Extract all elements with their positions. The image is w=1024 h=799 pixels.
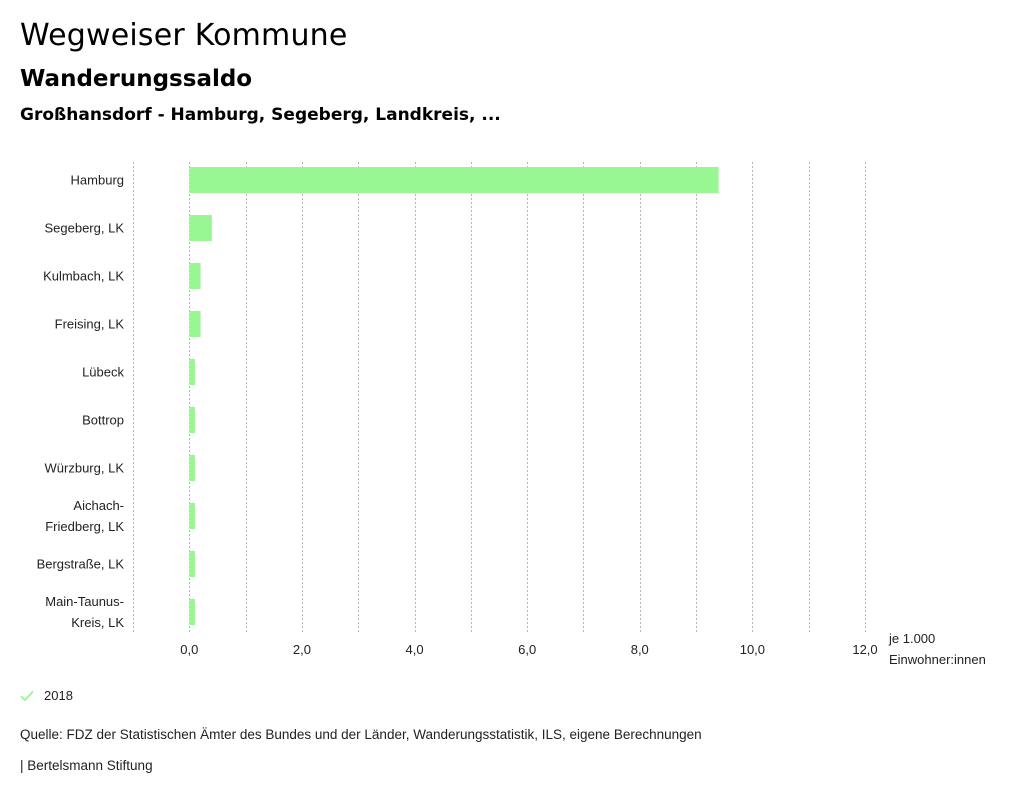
unit-label-layer: je 1.000 Einwohner:innen [888, 631, 986, 667]
check-icon [20, 690, 34, 701]
grid-layer [133, 162, 866, 634]
category-label: Main-Taunus-Kreis, LK [45, 594, 124, 630]
x-tick-label: 12,0 [852, 642, 877, 657]
bar-layer [189, 167, 719, 625]
category-label-layer: Hamburg Segeberg, LK Kulmbach, LK Freising,… [37, 173, 125, 631]
x-tick-label: 8,0 [631, 642, 649, 657]
bar[interactable] [189, 311, 201, 337]
category-label: Bergstraße, LK [37, 557, 125, 572]
credit-note: | Bertelsmann Stiftung [20, 758, 153, 773]
bar[interactable] [189, 551, 195, 577]
category-label: Freising, LK [55, 317, 125, 332]
bar[interactable] [189, 263, 201, 289]
category-label: Bottrop [82, 413, 124, 428]
bar-chart: Hamburg Segeberg, LK Kulmbach, LK Freising,… [37, 162, 986, 667]
category-label: Segeberg, LK [44, 221, 124, 236]
chart-subtitle: Wanderungssaldo [20, 66, 253, 92]
x-tick-label: 4,0 [405, 642, 423, 657]
bar[interactable] [189, 599, 195, 625]
bar[interactable] [189, 359, 195, 385]
category-label: Aichach-Friedberg, LK [45, 498, 124, 534]
legend-item-2018[interactable]: 2018 [20, 688, 73, 703]
category-label: Lübeck [82, 365, 124, 380]
x-tick-label: 0,0 [180, 642, 198, 657]
category-label: Hamburg [71, 173, 124, 188]
app-title: Wegweiser Kommune [20, 18, 348, 53]
category-label: Kulmbach, LK [43, 269, 124, 284]
x-axis-unit-label: je 1.000 Einwohner:innen [888, 631, 986, 667]
tick-label-layer: 0,0 2,0 4,0 6,0 8,0 10,0 12,0 [180, 642, 877, 657]
bar[interactable] [189, 455, 195, 481]
category-label: Würzburg, LK [45, 461, 125, 476]
bar[interactable] [189, 215, 212, 241]
legend-label: 2018 [44, 688, 73, 703]
source-note: Quelle: FDZ der Statistischen Ämter des … [20, 727, 702, 742]
x-tick-label: 2,0 [293, 642, 311, 657]
bar[interactable] [189, 407, 195, 433]
bar[interactable] [189, 503, 195, 529]
x-tick-label: 6,0 [518, 642, 536, 657]
chart-title: Großhansdorf - Hamburg, Segeberg, Landkr… [20, 105, 501, 125]
x-tick-label: 10,0 [740, 642, 765, 657]
bar[interactable] [189, 167, 719, 193]
